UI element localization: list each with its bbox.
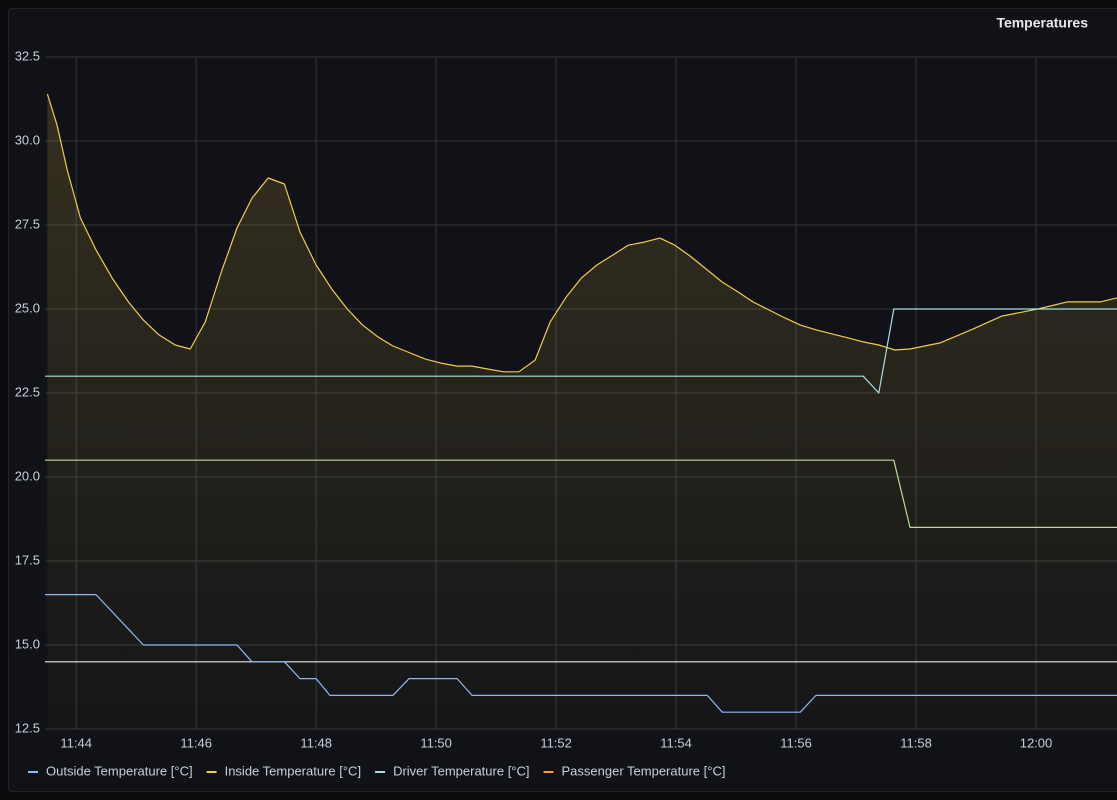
line (45, 308, 1117, 394)
line (46, 93, 1117, 373)
legend-label: Passenger Temperature [°C] (562, 763, 726, 778)
x-tick-label: 11:54 (660, 735, 692, 750)
x-tick-label: 11:46 (180, 735, 212, 750)
y-tick-label: 15.0 (15, 636, 40, 651)
x-tick-label: 11:50 (420, 735, 452, 750)
chart-title: Temperatures (996, 15, 1088, 31)
x-tick-label: 11:48 (300, 735, 332, 750)
legend: Outside Temperature [°C] Inside Temperatu… (28, 763, 725, 778)
y-tick-label: 12.5 (15, 720, 40, 735)
y-tick-label: 17.5 (15, 552, 40, 567)
y-tick-label: 25.0 (15, 300, 40, 315)
plot (45, 93, 1117, 729)
x-tick-label: 12:00 (1020, 735, 1053, 750)
x-tick-label: 11:56 (780, 735, 812, 750)
x-tick-label: 11:44 (60, 735, 92, 750)
y-tick-label: 20.0 (15, 468, 40, 483)
x-tick-label: 11:52 (540, 735, 572, 750)
legend-label: Outside Temperature [°C] (46, 763, 193, 778)
legend-label: Inside Temperature [°C] (225, 763, 361, 778)
area (47, 94, 1117, 729)
y-tick-label: 27.5 (15, 216, 40, 231)
y-tick-label: 30.0 (15, 132, 40, 147)
legend-label: Driver Temperature [°C] (393, 763, 529, 778)
x-tick-label: 11:58 (900, 735, 932, 750)
y-tick-label: 22.5 (15, 384, 40, 399)
y-tick-label: 32.5 (15, 48, 40, 63)
